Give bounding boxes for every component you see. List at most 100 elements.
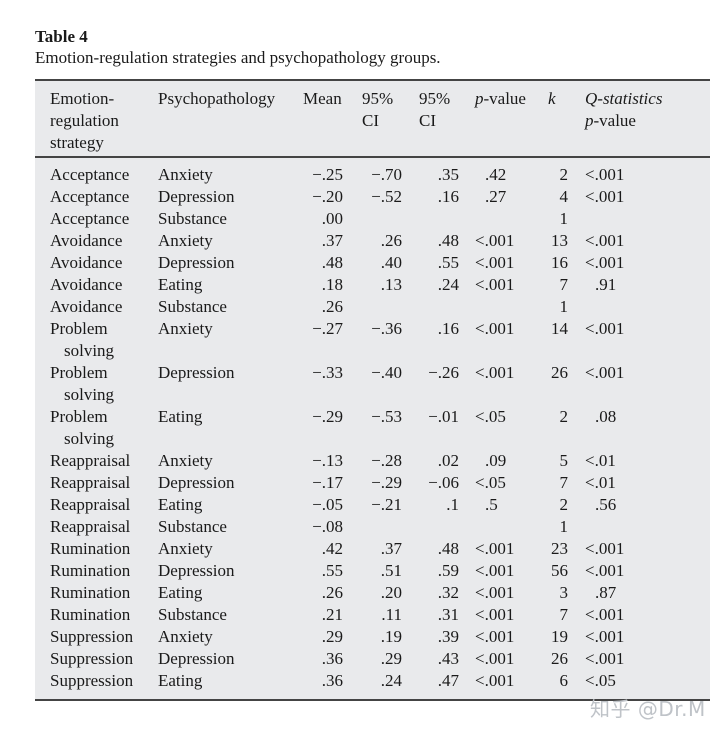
- cell-strategy: Avoidance: [50, 296, 155, 318]
- strategy-text: Reappraisal: [50, 473, 131, 492]
- cell-q-p-value: <.05: [585, 671, 616, 690]
- table-row: Reappraisal Substance −.08 1: [35, 516, 710, 538]
- cell-k: 7: [559, 605, 569, 624]
- cell-ci-high: .39: [437, 627, 459, 646]
- header-k: k: [548, 89, 556, 108]
- cell-ci-low: −.70: [371, 165, 402, 184]
- header-strategy-line: Emotion-: [50, 89, 115, 108]
- cell-ci-low: .29: [380, 649, 402, 668]
- cell-k: 56: [551, 561, 568, 580]
- cell-q-p-value: <.001: [585, 605, 625, 624]
- cell-q-p-value: <.01: [585, 473, 616, 492]
- cell-ci-low: .40: [380, 253, 402, 272]
- header-strategy-line: strategy: [50, 133, 104, 152]
- table-row: Reappraisal Anxiety −.13 −.28 .02 .09 <.01 5: [35, 450, 710, 472]
- cell-p-value: <.001: [475, 363, 515, 382]
- table-row: Avoidance Anxiety .37 .26 .48 <.001 <.001 13: [35, 230, 710, 252]
- header-strategy-line: regulation: [50, 111, 119, 130]
- header-ci-low: 95% CI: [362, 88, 393, 132]
- strategy-text: Rumination: [50, 561, 131, 580]
- cell-strategy: Acceptance: [50, 186, 155, 208]
- cell-ci-high: −.26: [428, 363, 459, 382]
- cell-strategy: Suppression: [50, 670, 155, 692]
- watermark: 知乎 @Dr.M: [590, 697, 706, 721]
- cell-ci-low: .19: [380, 627, 402, 646]
- strategy-text: Avoidance: [50, 253, 123, 272]
- cell-q-p-value: <.001: [585, 363, 625, 382]
- cell-k: 26: [551, 649, 568, 668]
- cell-ci-low: −.29: [371, 473, 402, 492]
- cell-mean: .00: [321, 209, 343, 228]
- table-header: Emotion- regulation strategy Psychopatho…: [35, 81, 710, 158]
- table-row: Avoidance Eating .18 .13 .24 <.001 .91 7: [35, 274, 710, 296]
- cell-mean: −.33: [312, 363, 343, 382]
- table-row: Reappraisal Depression −.17 −.29 −.06 <.05 <.0…: [35, 472, 710, 494]
- strategy-text: Reappraisal: [50, 495, 131, 514]
- strategy-text: Problem: [50, 319, 108, 338]
- header-q-rest: -value: [593, 111, 636, 130]
- cell-psychopathology: Anxiety: [158, 319, 213, 338]
- cell-mean: −.25: [312, 165, 343, 184]
- cell-ci-low: −.53: [371, 407, 402, 426]
- cell-ci-low: −.52: [371, 187, 402, 206]
- cell-ci-low: .11: [381, 605, 402, 624]
- cell-mean: .42: [321, 539, 343, 558]
- table-row: Acceptance Depression −.20 −.52 .16 .27 <.001 4: [35, 186, 710, 208]
- cell-mean: −.17: [312, 473, 343, 492]
- cell-q-p-value: <.001: [585, 253, 625, 272]
- cell-k: 16: [551, 253, 568, 272]
- cell-k: 7: [559, 275, 569, 294]
- cell-ci-low: .20: [380, 583, 402, 602]
- cell-ci-low: .37: [380, 539, 402, 558]
- table-row: Suppression Eating .36 .24 .47 <.001 <.05 6: [35, 670, 710, 692]
- cell-strategy: Avoidance: [50, 274, 155, 296]
- cell-strategy: Reappraisal: [50, 472, 155, 494]
- header-ci-high: 95% CI: [419, 88, 450, 132]
- cell-strategy: Reappraisal: [50, 494, 155, 516]
- cell-k: 3: [559, 583, 569, 602]
- table-row: Problem solving Anxiety −.27 −.36 .16 <.001 <.0…: [35, 318, 710, 362]
- cell-p-value: .27: [485, 187, 507, 206]
- cell-q-p-value: .56: [595, 495, 617, 514]
- table-row: Rumination Eating .26 .20 .32 <.001 .87 3: [35, 582, 710, 604]
- cell-psychopathology: Anxiety: [158, 627, 213, 646]
- header-p-rest: -value: [483, 89, 526, 108]
- cell-psychopathology: Depression: [158, 649, 235, 668]
- header-ci-low-line: CI: [362, 111, 379, 130]
- table-row: Suppression Depression .36 .29 .43 <.001 <.001…: [35, 648, 710, 670]
- cell-p-value: <.001: [475, 275, 515, 294]
- cell-strategy: Problem solving: [50, 362, 155, 406]
- table-caption: Emotion-regulation strategies and psycho…: [35, 48, 441, 67]
- cell-k: 1: [559, 297, 569, 316]
- cell-psychopathology: Substance: [158, 209, 227, 228]
- cell-q-p-value: <.001: [585, 627, 625, 646]
- cell-mean: −.08: [312, 517, 343, 536]
- cell-mean: .29: [321, 627, 343, 646]
- cell-psychopathology: Eating: [158, 495, 203, 514]
- strategy-text: Reappraisal: [50, 451, 131, 470]
- cell-strategy: Rumination: [50, 538, 155, 560]
- cell-mean: −.05: [312, 495, 343, 514]
- table-row: Avoidance Depression .48 .40 .55 <.001 <.001 16: [35, 252, 710, 274]
- cell-mean: −.13: [312, 451, 343, 470]
- cell-k: 1: [559, 209, 569, 228]
- cell-ci-high: .59: [437, 561, 459, 580]
- cell-k: 7: [559, 473, 569, 492]
- cell-strategy: Reappraisal: [50, 516, 155, 538]
- table-row: Suppression Anxiety .29 .19 .39 <.001 <.001 19: [35, 626, 710, 648]
- cell-psychopathology: Substance: [158, 297, 227, 316]
- cell-k: 26: [551, 363, 568, 382]
- strategy-text: Acceptance: [50, 165, 130, 184]
- cell-k: 5: [559, 451, 569, 470]
- strategy-text: Suppression: [50, 649, 134, 668]
- cell-ci-high: .47: [437, 671, 459, 690]
- cell-k: 19: [551, 627, 568, 646]
- header-q-line1: Q-statistics: [585, 89, 663, 108]
- cell-mean: .55: [321, 561, 343, 580]
- cell-k: 14: [551, 319, 568, 338]
- cell-mean: −.29: [312, 407, 343, 426]
- strategy-text: Reappraisal: [50, 517, 131, 536]
- cell-k: 6: [559, 671, 569, 690]
- cell-mean: .26: [321, 297, 343, 316]
- cell-p-value: .5: [485, 495, 498, 514]
